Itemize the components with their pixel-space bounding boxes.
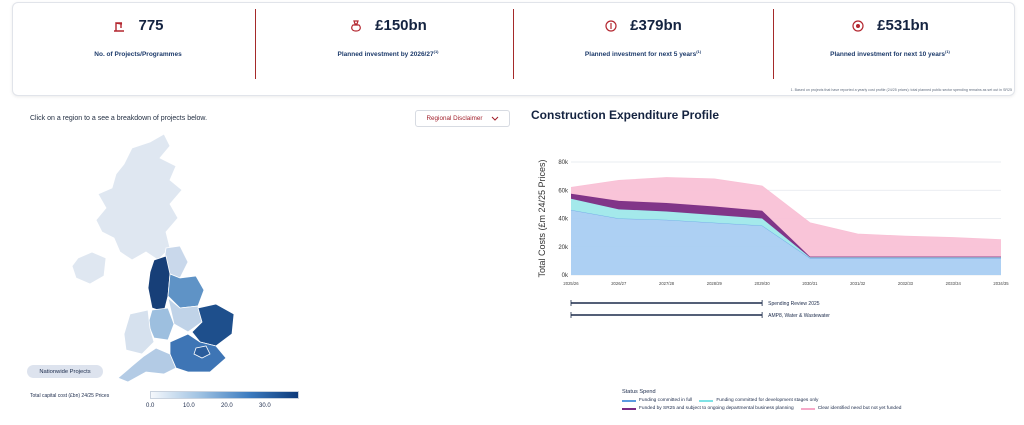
money-bag-icon (351, 19, 361, 32)
timeline-label: Spending Review 2025 (768, 301, 820, 307)
nationwide-projects-button[interactable]: Nationwide Projects (27, 365, 103, 378)
regional-disclaimer-dropdown[interactable]: Regional Disclaimer (415, 110, 510, 127)
region-north-west[interactable] (147, 255, 171, 313)
region-wales[interactable] (123, 309, 155, 355)
legend-label: Funding committed in full (639, 398, 693, 403)
x-tick-label: 2029/30 (755, 281, 771, 286)
legend-swatch (800, 407, 815, 410)
legend-swatch (699, 399, 714, 402)
legend-tick: 30.0 (259, 403, 271, 409)
legend-swatch (622, 399, 636, 402)
x-tick-label: 2031/32 (850, 281, 866, 286)
kpi-divider (255, 9, 256, 79)
legend-tick: 10.0 (183, 403, 195, 409)
crane-icon (114, 21, 125, 32)
region-yorkshire[interactable] (167, 273, 205, 309)
x-tick-label: 2034/35 (993, 281, 1009, 286)
kpi-projects: 775 No. of Projects/Programmes (13, 3, 263, 83)
regional-disclaimer-label: Regional Disclaimer (426, 115, 483, 122)
kpi-value: £531bn (877, 17, 929, 34)
y-tick-label: 60k (558, 188, 569, 194)
kpi-divider (773, 9, 774, 79)
coin-stack-icon (852, 19, 864, 32)
kpi-value: 775 (138, 17, 164, 34)
kpi-divider (513, 9, 514, 79)
legend-tick: 20.0 (221, 403, 233, 409)
area-series (571, 210, 1001, 275)
status-legend-row: Funding committed in full Funding commit… (622, 398, 818, 403)
uk-region-map (71, 133, 235, 383)
area-series (571, 193, 1001, 258)
kpi-investment-10y: £531bn Planned investment for next 10 ye… (765, 3, 1015, 83)
kpi-value: £150bn (375, 17, 427, 34)
kpi-label: Planned investment for next 10 years(1) (830, 49, 950, 59)
region-northern-ireland[interactable] (71, 251, 107, 285)
x-tick-label: 2025/26 (563, 281, 579, 286)
x-tick-label: 2033/34 (946, 281, 962, 286)
x-tick-label: 2026/27 (611, 281, 627, 286)
y-tick-label: 40k (558, 217, 569, 223)
region-scotland[interactable] (95, 133, 183, 261)
y-tick-label: 80k (558, 160, 569, 166)
legend-tick: 0.0 (146, 403, 155, 409)
timeline-label: AMP8, Water & Wastewater (768, 313, 830, 319)
area-series (571, 177, 1001, 257)
legend-label: Clear identified need but not yet funded (817, 406, 902, 411)
kpi-investment-5y: £379bn Planned investment for next 5 yea… (518, 3, 768, 83)
coin-icon (605, 19, 617, 32)
x-tick-label: 2032/33 (898, 281, 914, 286)
y-tick-label: 0k (562, 273, 569, 279)
chart-title: Construction Expenditure Profile (531, 108, 720, 122)
kpi-investment-2026: £150bn Planned investment by 2026/27(1) (263, 3, 513, 83)
kpi-footnote: 1. Based on projects that have reported … (790, 88, 1012, 92)
series-line (570, 177, 1002, 241)
map-legend-title: Total capital cost (£bn) 24/25 Prices (30, 393, 110, 399)
legend-label: Funding committed for development stages… (716, 398, 819, 403)
y-axis-label: Total Costs (£m 24/25 Prices) (537, 159, 547, 277)
kpi-label: No. of Projects/Programmes (94, 51, 182, 59)
region-south-west[interactable] (117, 347, 177, 383)
region-hint-text: Click on a region to a see a breakdown o… (30, 115, 208, 122)
kpi-panel: 775 No. of Projects/Programmes £150bn Pl… (12, 2, 1015, 96)
x-tick-label: 2028/29 (707, 281, 723, 286)
expenditure-chart: 0k 20k 40k 60k 80k Total Costs (£m 24/25 Pric… (537, 159, 1009, 319)
legend-label: Funded by SR25 and subject to ongoing de… (639, 406, 794, 411)
map-legend-scale (150, 391, 299, 399)
y-tick-label: 20k (558, 245, 569, 251)
status-legend-title: Status Spend (622, 389, 656, 395)
status-legend-row: Funded by SR25 and subject to ongoing de… (622, 406, 901, 411)
area-series (571, 198, 1001, 259)
kpi-label: Planned investment for next 5 years(1) (584, 49, 702, 59)
x-tick-label: 2030/31 (802, 281, 818, 286)
region-london[interactable] (193, 345, 211, 359)
kpi-value: £379bn (630, 17, 682, 34)
chevron-down-icon (491, 116, 498, 121)
x-tick-label: 2027/28 (659, 281, 675, 286)
kpi-label: Planned investment by 2026/27(1) (337, 49, 439, 59)
legend-swatch (622, 407, 636, 410)
